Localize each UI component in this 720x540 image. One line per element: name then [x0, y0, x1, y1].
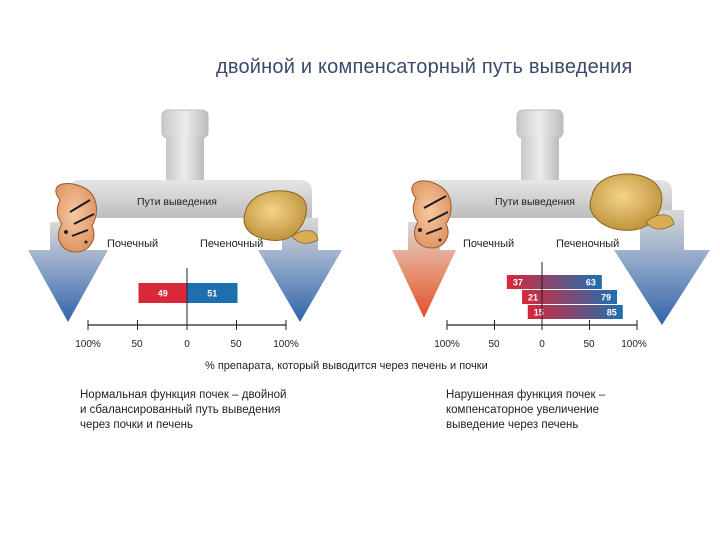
right-caption: Нарушенная функция почек – компенсаторно… [446, 388, 716, 433]
bar-body [522, 290, 618, 304]
left-tick-label: 0 [184, 339, 190, 350]
left-tick-label: 100% [273, 339, 299, 350]
right-caption-line: выведение через печень [446, 419, 579, 431]
renal-value-label: 49 [158, 289, 168, 299]
left-liver-icon [243, 190, 319, 244]
page-title: двойной и компенсаторный путь выведения [216, 56, 633, 78]
left-caption: Нормальная функция почек – двойной и сба… [80, 388, 350, 433]
bar-body [527, 305, 623, 319]
left-kidney-icon [55, 183, 97, 253]
left-tick-label: 100% [75, 339, 101, 350]
left-top-cap [161, 109, 209, 139]
left-bar-group: 49 51 [138, 283, 238, 303]
renal-value-label: 15 [534, 308, 544, 318]
left-hepatic-label: Печеночный [200, 238, 264, 250]
left-tick-label: 50 [131, 339, 143, 350]
renal-bar [138, 283, 187, 303]
left-caption-line: через почки и печень [80, 419, 193, 431]
right-hepatic-arrow [614, 210, 710, 325]
right-vertical-pipe [521, 136, 559, 188]
right-top-cap [516, 109, 564, 139]
right-hepatic-label: Печеночный [556, 238, 620, 250]
right-renal-label: Почечный [463, 238, 515, 250]
left-renal-label: Почечный [107, 238, 159, 250]
hepatic-bar [187, 283, 238, 303]
right-liver-icon [589, 173, 675, 231]
left-vertical-pipe [166, 136, 204, 188]
right-axis [446, 262, 638, 330]
right-caption-line: компенсаторное увеличение [446, 404, 600, 416]
left-pathway-label: Пути выведения [137, 196, 217, 208]
hepatic-value-label: 79 [601, 293, 611, 303]
axis-caption: % препарата, который выводится через печ… [205, 360, 488, 372]
renal-value-label: 21 [528, 293, 538, 303]
right-tick-label: 50 [583, 339, 595, 350]
left-axis [87, 268, 287, 330]
right-pathway-label: Пути выведения [495, 196, 575, 208]
hepatic-value-label: 51 [207, 289, 217, 299]
right-bar-group: 37 63 21 79 15 85 [506, 275, 623, 319]
hepatic-value-label: 63 [586, 278, 596, 288]
right-caption-line: Нарушенная функция почек – [446, 389, 606, 401]
right-tick-label: 50 [488, 339, 500, 350]
left-caption-line: Нормальная функция почек – двойной [80, 389, 287, 401]
left-tick-label: 50 [230, 339, 242, 350]
hepatic-value-label: 85 [607, 308, 617, 318]
left-hepatic-arrow [258, 218, 342, 322]
right-kidney-icon [411, 180, 452, 249]
right-tick-label: 0 [539, 339, 545, 350]
left-caption-line: и сбалансированный путь выведения [80, 404, 281, 416]
left-renal-arrow [28, 222, 108, 322]
bar-body [506, 275, 602, 289]
right-tick-label: 100% [621, 339, 647, 350]
right-tick-label: 100% [434, 339, 460, 350]
renal-value-label: 37 [513, 278, 523, 288]
